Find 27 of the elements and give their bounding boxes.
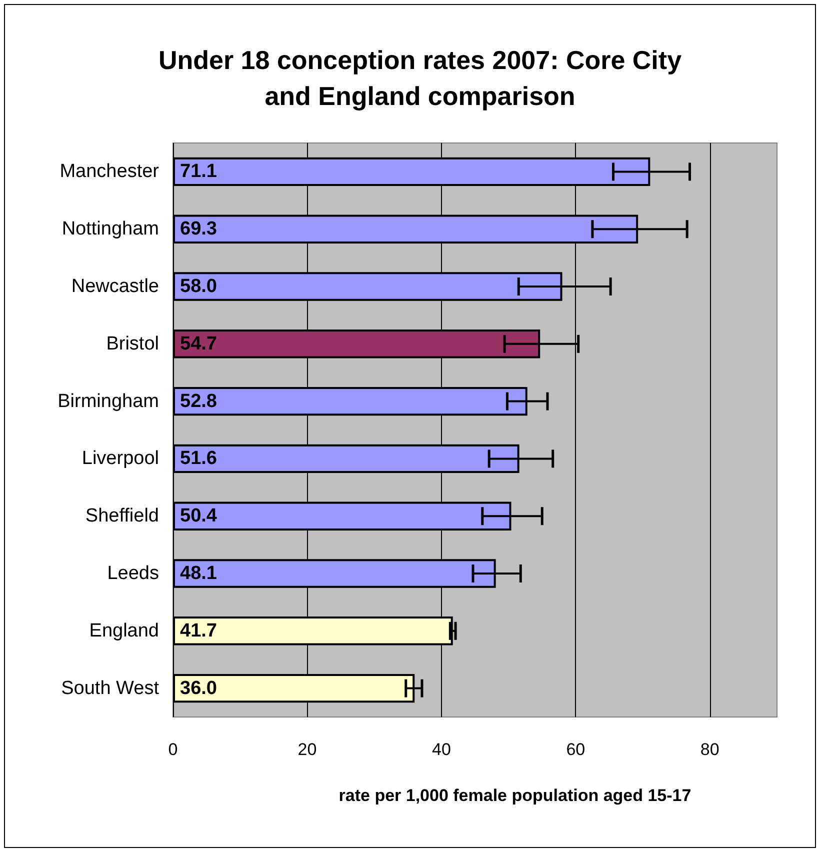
data-label: 41.7 — [180, 620, 217, 642]
y-tick-label: Leeds — [107, 563, 159, 584]
data-label: 36.0 — [180, 678, 217, 699]
y-tick-label: Sheffield — [85, 506, 159, 527]
x-axis-title: rate per 1,000 female population aged 15-17 — [338, 786, 692, 805]
data-label: 58.0 — [180, 276, 217, 297]
data-label: 48.1 — [180, 563, 218, 584]
y-tick-label: Bristol — [106, 333, 159, 354]
x-tick-label: 0 — [168, 740, 178, 759]
data-label: 52.8 — [180, 390, 217, 412]
y-tick-label: South West — [61, 678, 160, 699]
x-tick-label: 60 — [566, 740, 586, 759]
data-label: 51.6 — [180, 448, 217, 470]
y-tick-label: Birmingham — [58, 390, 159, 412]
y-tick-label: Newcastle — [71, 276, 159, 297]
data-label: 71.1 — [180, 161, 218, 182]
y-tick-label: Nottingham — [62, 218, 159, 240]
y-tick-label: Liverpool — [82, 448, 159, 470]
x-tick-label: 80 — [700, 740, 720, 759]
x-tick-label: 40 — [432, 740, 451, 759]
x-tick-label: 20 — [298, 740, 317, 759]
data-label: 54.7 — [180, 333, 217, 354]
data-label: 50.4 — [180, 506, 218, 527]
y-tick-label: England — [89, 620, 159, 642]
y-tick-label: Manchester — [60, 161, 160, 182]
data-label: 69.3 — [180, 218, 217, 240]
chart-title: Under 18 conception rates 2007: Core City and England comparison — [158, 45, 682, 111]
